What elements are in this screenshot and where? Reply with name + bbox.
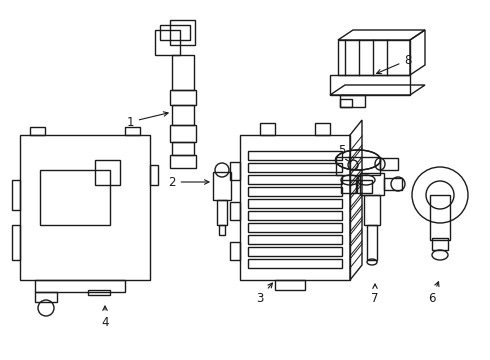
Bar bbox=[338, 40, 410, 75]
Bar bbox=[40, 170, 110, 225]
Bar bbox=[248, 151, 342, 160]
Bar bbox=[170, 20, 195, 45]
Bar bbox=[341, 180, 356, 193]
Bar bbox=[230, 202, 240, 220]
Bar bbox=[12, 180, 20, 210]
Bar bbox=[248, 187, 342, 196]
Bar bbox=[230, 242, 240, 260]
Bar bbox=[172, 142, 194, 155]
Bar bbox=[170, 125, 196, 142]
Bar bbox=[248, 211, 342, 220]
Text: 7: 7 bbox=[371, 284, 379, 305]
Bar bbox=[170, 155, 196, 168]
Bar bbox=[430, 195, 450, 240]
Bar bbox=[260, 123, 275, 135]
Bar bbox=[160, 25, 190, 40]
Bar bbox=[340, 99, 352, 107]
Bar bbox=[12, 225, 20, 260]
Bar bbox=[275, 280, 305, 290]
Bar bbox=[364, 195, 380, 225]
Bar bbox=[240, 135, 350, 280]
Bar bbox=[20, 135, 150, 280]
Bar bbox=[248, 247, 342, 256]
Bar bbox=[315, 123, 330, 135]
Bar bbox=[88, 290, 110, 295]
Bar bbox=[213, 172, 231, 200]
Bar bbox=[360, 173, 384, 195]
Bar bbox=[230, 162, 240, 180]
Text: 3: 3 bbox=[256, 283, 272, 305]
Bar bbox=[340, 95, 365, 107]
Bar bbox=[248, 163, 342, 172]
Bar bbox=[150, 165, 158, 185]
Bar bbox=[432, 238, 448, 250]
Text: 2: 2 bbox=[168, 175, 209, 189]
Text: 4: 4 bbox=[101, 306, 109, 328]
Bar bbox=[35, 292, 57, 302]
Bar bbox=[155, 30, 180, 55]
Bar bbox=[248, 235, 342, 244]
Bar bbox=[219, 225, 225, 235]
Bar bbox=[248, 259, 342, 268]
Bar bbox=[35, 280, 125, 292]
Text: 5: 5 bbox=[338, 144, 350, 162]
Text: 1: 1 bbox=[126, 112, 168, 129]
Bar bbox=[217, 200, 227, 225]
Bar bbox=[248, 175, 342, 184]
Bar bbox=[172, 55, 194, 90]
Bar bbox=[336, 157, 380, 175]
Text: 6: 6 bbox=[428, 282, 439, 305]
Bar bbox=[330, 75, 410, 95]
Bar bbox=[248, 223, 342, 232]
Bar bbox=[170, 90, 196, 105]
Bar bbox=[384, 178, 402, 190]
Bar bbox=[248, 199, 342, 208]
Bar bbox=[172, 105, 194, 125]
Bar bbox=[95, 160, 120, 185]
Bar bbox=[357, 180, 372, 193]
Bar bbox=[380, 158, 398, 170]
Text: 8: 8 bbox=[377, 54, 412, 74]
Bar bbox=[367, 225, 377, 260]
